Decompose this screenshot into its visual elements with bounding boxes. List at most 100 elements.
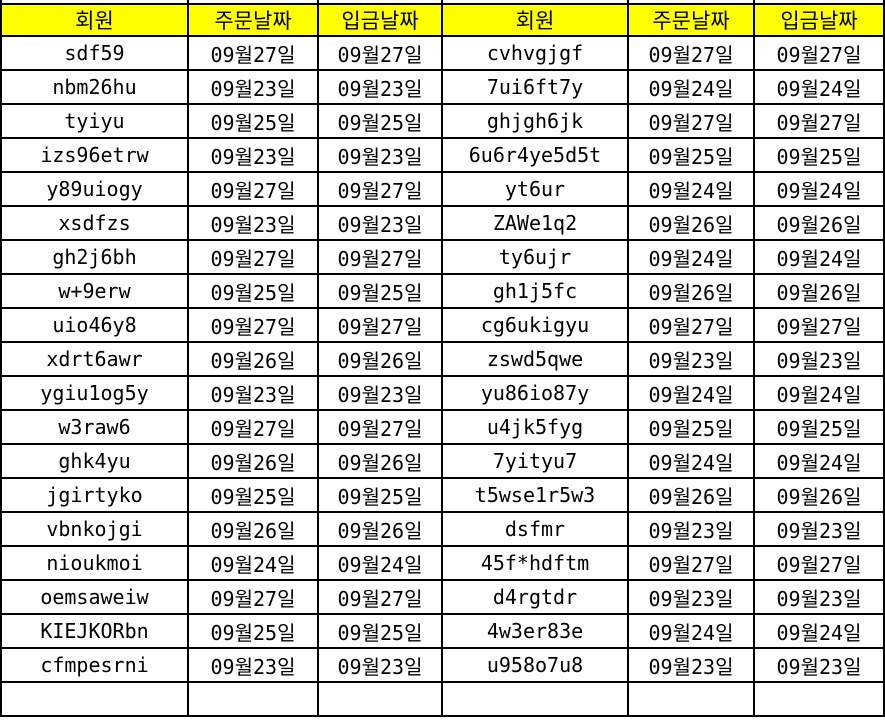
order-date-cell: 09월27일 bbox=[187, 307, 319, 343]
deposit-date-cell: 09월23일 bbox=[753, 341, 885, 377]
table-row: uio46y8 09월27일 09월27일 cg6ukigyu 09월27일 09월27일 bbox=[0, 307, 885, 343]
table-row: cfmpesrni 09월23일 09월23일 u958o7u8 09월23일 09월23… bbox=[0, 647, 885, 683]
order-date-cell: 09월23일 bbox=[187, 647, 319, 683]
table-row: gh2j6bh 09월27일 09월27일 ty6ujr 09월24일 09월24일 bbox=[0, 239, 885, 275]
member-cell: cfmpesrni bbox=[0, 647, 189, 683]
deposit-date-cell: 09월25일 bbox=[317, 273, 443, 309]
member-cell: ZAWe1q2 bbox=[441, 205, 629, 241]
order-date-cell: 09월23일 bbox=[187, 375, 319, 411]
order-date-cell: 09월25일 bbox=[187, 273, 319, 309]
order-date-cell: 09월25일 bbox=[627, 409, 755, 445]
header-deposit-date-1: 입금날짜 bbox=[317, 3, 443, 37]
member-cell: nioukmoi bbox=[0, 545, 189, 581]
deposit-date-cell: 09월26일 bbox=[753, 273, 885, 309]
order-date-cell: 09월27일 bbox=[187, 35, 319, 71]
member-cell: uio46y8 bbox=[0, 307, 189, 343]
deposit-date-cell: 09월27일 bbox=[317, 579, 443, 615]
deposit-date-cell: 09월27일 bbox=[753, 307, 885, 343]
member-cell: y89uiogy bbox=[0, 171, 189, 207]
order-date-cell: 09월27일 bbox=[187, 171, 319, 207]
deposit-date-cell: 09월26일 bbox=[317, 341, 443, 377]
order-date-cell: 09월23일 bbox=[187, 137, 319, 173]
member-cell: ygiu1og5y bbox=[0, 375, 189, 411]
deposit-date-cell: 09월23일 bbox=[317, 375, 443, 411]
table-row: nbm26hu 09월23일 09월23일 7ui6ft7y 09월24일 09월24일 bbox=[0, 69, 885, 105]
table-row: izs96etrw 09월23일 09월23일 6u6r4ye5d5t 09월25일 09… bbox=[0, 137, 885, 173]
member-cell: u958o7u8 bbox=[441, 647, 629, 683]
table-row: oemsaweiw 09월27일 09월27일 d4rgtdr 09월23일 09월23일 bbox=[0, 579, 885, 615]
cut-row-top bbox=[0, 0, 885, 5]
member-cell: jgirtyko bbox=[0, 477, 189, 513]
order-date-cell: 09월27일 bbox=[627, 545, 755, 581]
order-date-cell: 09월25일 bbox=[187, 103, 319, 139]
empty-cell bbox=[317, 0, 443, 5]
order-date-cell: 09월26일 bbox=[187, 443, 319, 479]
header-order-date-2: 주문날짜 bbox=[627, 3, 755, 37]
member-cell: vbnkojgi bbox=[0, 511, 189, 547]
empty-cell bbox=[187, 681, 319, 717]
member-cell: 45f*hdftm bbox=[441, 545, 629, 581]
order-date-cell: 09월24일 bbox=[627, 239, 755, 275]
order-date-cell: 09월24일 bbox=[627, 613, 755, 649]
deposit-date-cell: 09월23일 bbox=[317, 205, 443, 241]
table-row: sdf59 09월27일 09월27일 cvhvgjgf 09월27일 09월27일 bbox=[0, 35, 885, 71]
member-cell: ghjgh6jk bbox=[441, 103, 629, 139]
table-row: ghk4yu 09월26일 09월26일 7yityu7 09월24일 09월24일 bbox=[0, 443, 885, 479]
empty-cell bbox=[753, 0, 885, 5]
member-cell: tyiyu bbox=[0, 103, 189, 139]
deposit-date-cell: 09월27일 bbox=[753, 103, 885, 139]
member-cell: dsfmr bbox=[441, 511, 629, 547]
table-row: nioukmoi 09월24일 09월24일 45f*hdftm 09월27일 09월27… bbox=[0, 545, 885, 581]
order-date-cell: 09월23일 bbox=[627, 579, 755, 615]
deposit-date-cell: 09월27일 bbox=[317, 307, 443, 343]
deposit-date-cell: 09월27일 bbox=[317, 35, 443, 71]
empty-cell bbox=[441, 0, 629, 5]
deposit-date-cell: 09월27일 bbox=[317, 409, 443, 445]
deposit-date-cell: 09월25일 bbox=[753, 409, 885, 445]
member-cell: cg6ukigyu bbox=[441, 307, 629, 343]
order-date-cell: 09월26일 bbox=[187, 511, 319, 547]
order-date-cell: 09월27일 bbox=[627, 307, 755, 343]
deposit-date-cell: 09월27일 bbox=[753, 35, 885, 71]
member-cell: ty6ujr bbox=[441, 239, 629, 275]
member-cell: oemsaweiw bbox=[0, 579, 189, 615]
order-date-cell: 09월23일 bbox=[187, 69, 319, 105]
order-date-cell: 09월25일 bbox=[187, 613, 319, 649]
member-cell: yu86io87y bbox=[441, 375, 629, 411]
member-cell: xsdfzs bbox=[0, 205, 189, 241]
deposit-date-cell: 09월23일 bbox=[753, 579, 885, 615]
deposit-date-cell: 09월24일 bbox=[317, 545, 443, 581]
deposit-date-cell: 09월24일 bbox=[753, 613, 885, 649]
deposit-date-cell: 09월23일 bbox=[317, 69, 443, 105]
order-date-cell: 09월26일 bbox=[627, 477, 755, 513]
order-date-cell: 09월24일 bbox=[627, 375, 755, 411]
member-cell: ghk4yu bbox=[0, 443, 189, 479]
member-cell: yt6ur bbox=[441, 171, 629, 207]
deposit-date-cell: 09월23일 bbox=[753, 647, 885, 683]
member-cell: sdf59 bbox=[0, 35, 189, 71]
member-cell: w+9erw bbox=[0, 273, 189, 309]
member-cell: nbm26hu bbox=[0, 69, 189, 105]
member-cell: 6u6r4ye5d5t bbox=[441, 137, 629, 173]
header-member-2: 회원 bbox=[441, 3, 629, 37]
empty-cell bbox=[441, 681, 629, 717]
member-cell: gh2j6bh bbox=[0, 239, 189, 275]
order-date-cell: 09월24일 bbox=[627, 171, 755, 207]
deposit-date-cell: 09월27일 bbox=[753, 545, 885, 581]
empty-cell bbox=[0, 0, 189, 5]
order-date-cell: 09월26일 bbox=[187, 341, 319, 377]
empty-cell bbox=[627, 681, 755, 717]
member-cell: gh1j5fc bbox=[441, 273, 629, 309]
order-date-cell: 09월27일 bbox=[627, 35, 755, 71]
member-cell: w3raw6 bbox=[0, 409, 189, 445]
member-cell: d4rgtdr bbox=[441, 579, 629, 615]
deposit-date-cell: 09월24일 bbox=[753, 69, 885, 105]
empty-cell bbox=[317, 681, 443, 717]
deposit-date-cell: 09월26일 bbox=[317, 443, 443, 479]
deposit-date-cell: 09월27일 bbox=[317, 171, 443, 207]
member-cell: xdrt6awr bbox=[0, 341, 189, 377]
member-cell: cvhvgjgf bbox=[441, 35, 629, 71]
empty-cell bbox=[627, 0, 755, 5]
order-date-cell: 09월27일 bbox=[187, 239, 319, 275]
